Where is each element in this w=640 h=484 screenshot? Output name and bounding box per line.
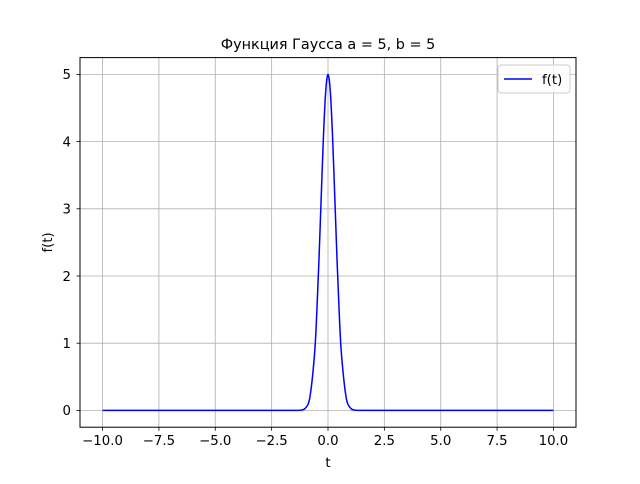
x-tick-label: 10.0 (539, 434, 569, 449)
x-tick-label: −5.0 (199, 434, 231, 449)
y-tick-label: 3 (63, 203, 71, 218)
x-tick-label: −10.0 (82, 434, 123, 449)
x-tick-label: 2.5 (374, 434, 395, 449)
x-tick-label: 5.0 (430, 434, 451, 449)
x-axis-label: t (325, 456, 330, 471)
legend-entry-label: f(t) (542, 73, 562, 88)
x-tick-label: −2.5 (255, 434, 287, 449)
legend-box (497, 64, 571, 94)
y-axis-label: f(t) (41, 232, 56, 252)
y-tick-label: 5 (63, 68, 71, 83)
y-tick-label: 1 (63, 337, 71, 352)
y-tick-label: 4 (63, 135, 71, 150)
chart-title: Функция Гаусса a = 5, b = 5 (221, 37, 436, 53)
x-tick-label: 0.0 (317, 434, 338, 449)
legend: f(t) (497, 64, 571, 94)
x-tick-label: −7.5 (143, 434, 175, 449)
x-axis-ticks: −10.0 −7.5 −5.0 −2.5 0.0 2.5 5.0 7.5 10.0 (82, 427, 568, 449)
series-line-f-t (102, 73, 554, 412)
y-tick-label: 0 (63, 404, 71, 419)
series-layer (102, 73, 554, 412)
y-axis-ticks: 0 1 2 3 4 5 (63, 68, 80, 419)
x-tick-label: 7.5 (487, 434, 508, 449)
y-tick-label: 2 (63, 270, 71, 285)
